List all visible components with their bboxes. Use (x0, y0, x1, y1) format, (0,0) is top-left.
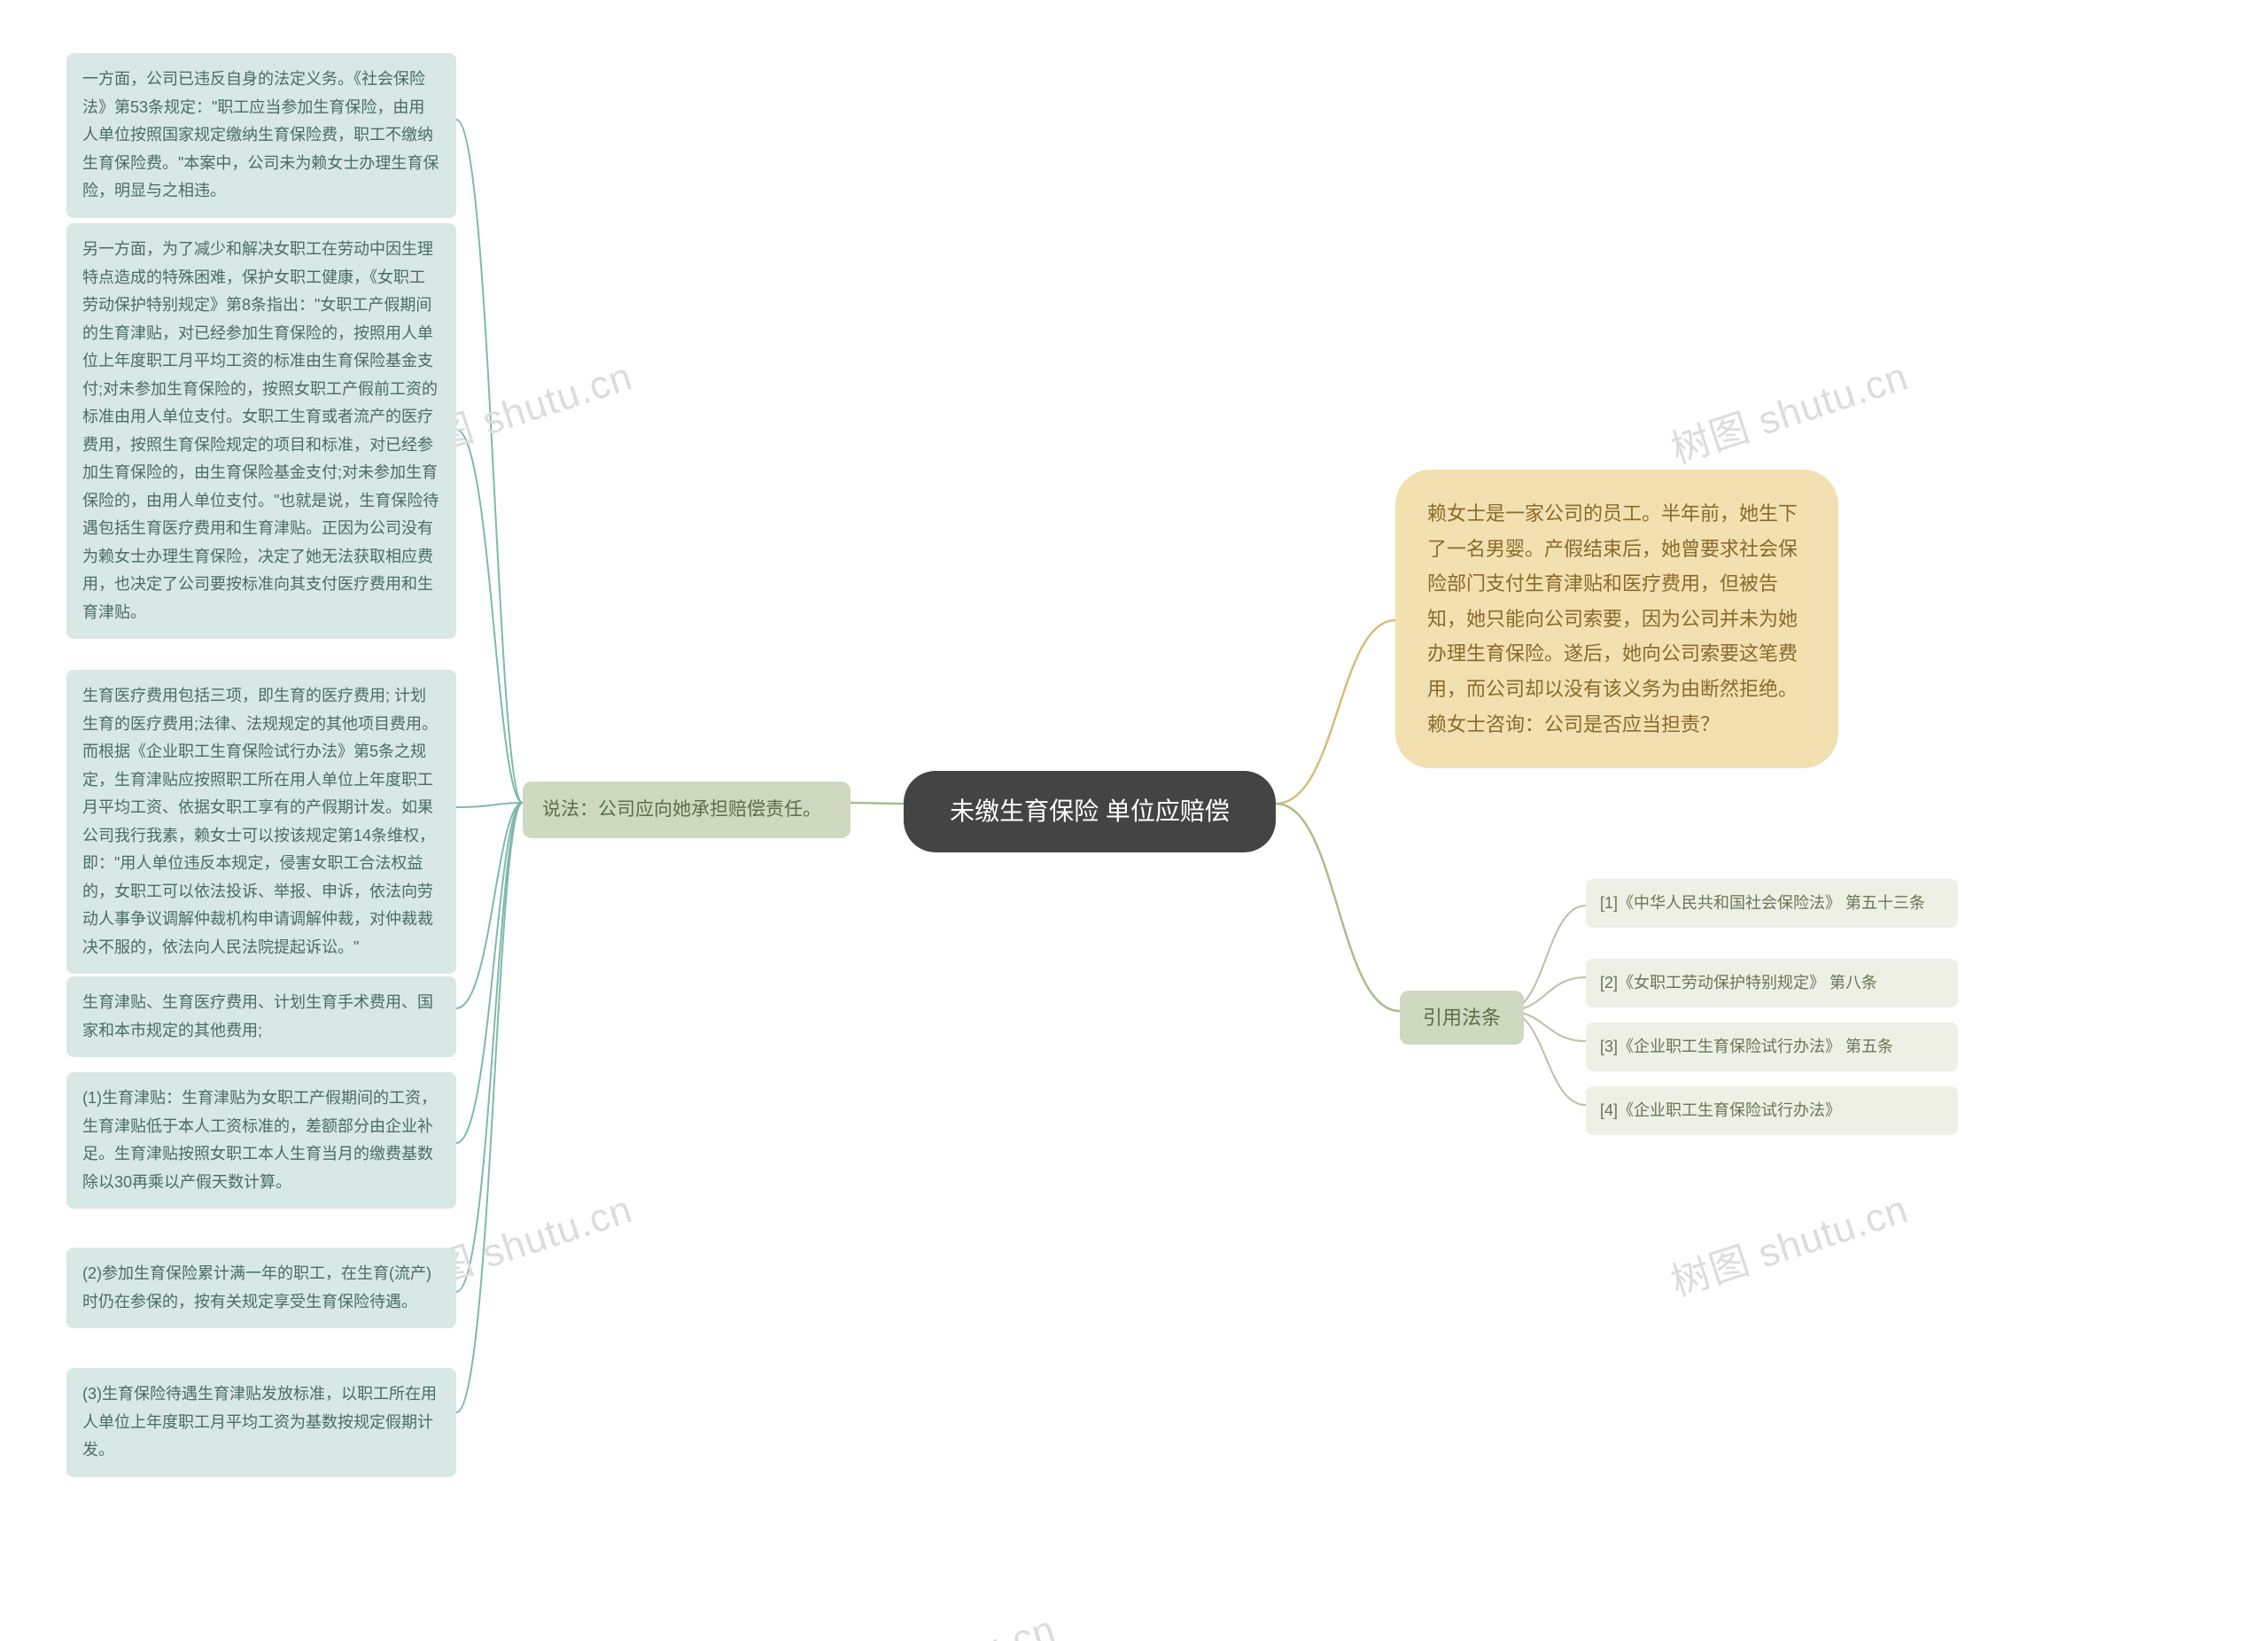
left-branch-node[interactable]: 说法：公司应向她承担赔偿责任。 (523, 782, 850, 838)
leaf-text: [4]《企业职工生育保险试行办法》 (1600, 1101, 1841, 1119)
left-leaf[interactable]: (1)生育津贴：生育津贴为女职工产假期间的工资，生育津贴低于本人工资标准的，差额… (66, 1072, 456, 1209)
left-leaf[interactable]: 生育医疗费用包括三项，即生育的医疗费用; 计划生育的医疗费用;法律、法规规定的其… (66, 670, 456, 974)
watermark: shutu.cn (901, 1607, 1061, 1641)
leaf-text: [1]《中华人民共和国社会保险法》 第五十三条 (1600, 894, 1925, 912)
left-leaf[interactable]: 生育津贴、生育医疗费用、计划生育手术费用、国家和本市规定的其他费用; (66, 976, 456, 1057)
leaf-text: (1)生育津贴：生育津贴为女职工产假期间的工资，生育津贴低于本人工资标准的，差额… (82, 1089, 437, 1191)
leaf-text: [3]《企业职工生育保险试行办法》 第五条 (1600, 1038, 1893, 1055)
right-top-text: 赖女士是一家公司的员工。半年前，她生下了一名男婴。产假结束后，她曾要求社会保险部… (1427, 502, 1798, 735)
right-branch-label: 引用法条 (1423, 1007, 1501, 1029)
leaf-text: (3)生育保险待遇生育津贴发放标准，以职工所在用人单位上年度职工月平均工资为基数… (82, 1385, 437, 1458)
left-leaf[interactable]: 一方面，公司已违反自身的法定义务。《社会保险法》第53条规定："职工应当参加生育… (66, 53, 456, 218)
right-branch-node[interactable]: 引用法条 (1400, 991, 1524, 1045)
leaf-text: 另一方面，为了减少和解决女职工在劳动中因生理特点造成的特殊困难，保护女职工健康，… (82, 240, 439, 621)
left-leaf[interactable]: 另一方面，为了减少和解决女职工在劳动中因生理特点造成的特殊困难，保护女职工健康，… (66, 223, 456, 639)
leaf-text: 生育医疗费用包括三项，即生育的医疗费用; 计划生育的医疗费用;法律、法规规定的其… (82, 687, 438, 956)
right-leaf[interactable]: [1]《中华人民共和国社会保险法》 第五十三条 (1586, 879, 1958, 928)
left-leaf[interactable]: (3)生育保险待遇生育津贴发放标准，以职工所在用人单位上年度职工月平均工资为基数… (66, 1368, 456, 1477)
leaf-text: 生育津贴、生育医疗费用、计划生育手术费用、国家和本市规定的其他费用; (82, 993, 433, 1039)
right-leaf[interactable]: [3]《企业职工生育保险试行办法》 第五条 (1586, 1023, 1958, 1071)
left-branch-label: 说法：公司应向她承担赔偿责任。 (542, 799, 821, 820)
center-label: 未缴生育保险 单位应赔偿 (950, 797, 1230, 825)
leaf-text: [2]《女职工劳动保护特别规定》 第八条 (1600, 974, 1877, 992)
right-leaf[interactable]: [4]《企业职工生育保险试行办法》 (1586, 1086, 1958, 1135)
left-leaf[interactable]: (2)参加生育保险累计满一年的职工，在生育(流产)时仍在参保的，按有关规定享受生… (66, 1248, 456, 1328)
right-top-node[interactable]: 赖女士是一家公司的员工。半年前，她生下了一名男婴。产假结束后，她曾要求社会保险部… (1395, 470, 1838, 768)
center-node[interactable]: 未缴生育保险 单位应赔偿 (904, 771, 1276, 852)
leaf-text: 一方面，公司已违反自身的法定义务。《社会保险法》第53条规定："职工应当参加生育… (82, 70, 439, 199)
watermark: 树图 shutu.cn (1663, 1178, 1915, 1308)
right-leaf[interactable]: [2]《女职工劳动保护特别规定》 第八条 (1586, 959, 1958, 1007)
watermark: 树图 shutu.cn (1663, 345, 1915, 475)
leaf-text: (2)参加生育保险累计满一年的职工，在生育(流产)时仍在参保的，按有关规定享受生… (82, 1264, 431, 1310)
